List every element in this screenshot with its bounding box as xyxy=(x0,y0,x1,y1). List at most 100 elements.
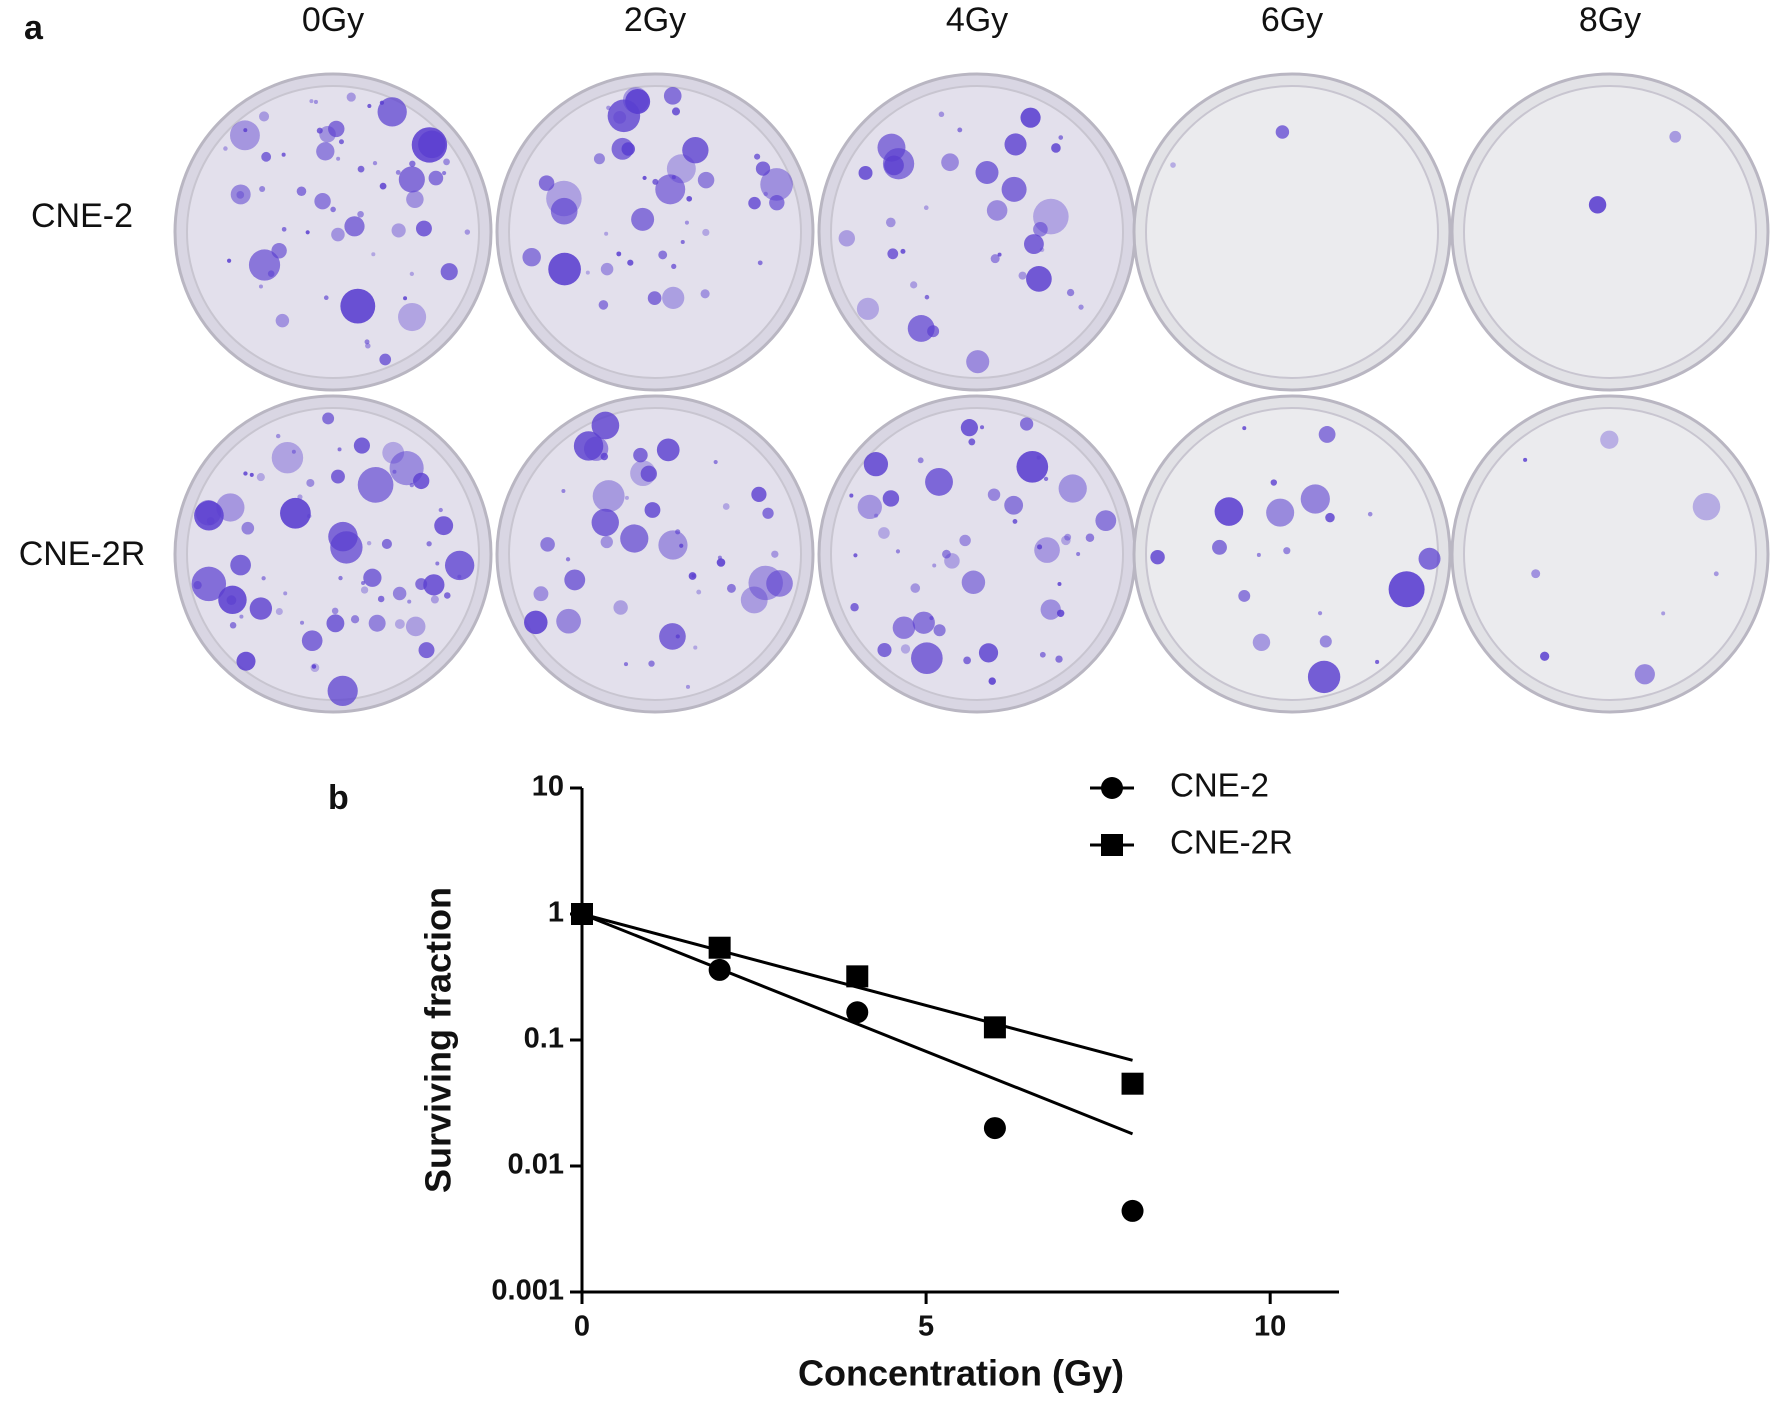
colony xyxy=(1661,611,1666,616)
colony xyxy=(306,478,315,487)
colony xyxy=(316,127,323,134)
colony xyxy=(592,480,625,513)
dish-inner xyxy=(1463,407,1757,701)
x-tick-label: 5 xyxy=(918,1311,934,1343)
colony xyxy=(912,611,935,634)
colony xyxy=(193,580,202,590)
colony xyxy=(1214,497,1244,526)
colony xyxy=(271,243,287,259)
colony xyxy=(900,248,906,254)
colony xyxy=(696,589,702,595)
colony xyxy=(281,152,286,157)
colony xyxy=(323,295,329,301)
colony xyxy=(966,350,990,374)
colony xyxy=(716,558,726,567)
colony xyxy=(606,105,611,111)
colony xyxy=(924,294,930,300)
x-tick-label: 10 xyxy=(1254,1311,1286,1343)
colony xyxy=(338,575,343,581)
colony xyxy=(978,643,999,663)
colony xyxy=(305,230,310,235)
colony xyxy=(428,170,444,186)
colony xyxy=(684,220,689,225)
colony xyxy=(394,619,405,629)
colony xyxy=(283,591,288,596)
colony xyxy=(1634,664,1655,685)
colony xyxy=(621,142,635,156)
colony xyxy=(426,541,432,547)
colony xyxy=(849,493,854,498)
colony xyxy=(1283,547,1291,555)
colony xyxy=(443,158,450,166)
colony xyxy=(607,99,641,133)
colony xyxy=(622,87,649,113)
colony xyxy=(907,315,935,342)
colony xyxy=(1212,539,1227,555)
colony xyxy=(357,165,365,173)
marker xyxy=(708,958,731,981)
colony xyxy=(877,133,906,162)
dish-inner xyxy=(1145,407,1439,701)
colony xyxy=(440,263,458,281)
colony xyxy=(644,502,661,518)
colony xyxy=(1238,590,1251,602)
colony xyxy=(600,452,609,461)
colony xyxy=(1085,533,1095,542)
dish xyxy=(495,394,815,714)
dish xyxy=(1132,72,1452,392)
colony xyxy=(407,599,412,604)
colony xyxy=(573,431,604,461)
panel-label: a xyxy=(24,9,44,47)
colony xyxy=(853,553,858,558)
colony xyxy=(941,153,959,172)
colony xyxy=(620,524,649,553)
colony xyxy=(360,586,369,594)
colony xyxy=(647,291,662,305)
colony xyxy=(1055,655,1063,663)
colony xyxy=(1523,457,1528,462)
colony xyxy=(556,608,581,634)
colony xyxy=(658,250,668,260)
colony xyxy=(444,592,451,599)
colony xyxy=(662,286,685,309)
colony xyxy=(671,175,676,180)
colony xyxy=(379,100,385,105)
colony xyxy=(923,205,929,211)
colony xyxy=(413,472,430,490)
colony xyxy=(336,156,341,161)
colony xyxy=(241,521,255,535)
colony xyxy=(1713,571,1719,577)
colony xyxy=(1270,479,1277,486)
colony xyxy=(350,615,360,624)
colony xyxy=(1033,198,1069,235)
colony xyxy=(438,507,443,513)
colony xyxy=(338,139,344,145)
colony xyxy=(857,494,882,520)
colony xyxy=(382,441,405,464)
dish xyxy=(495,72,815,392)
marker xyxy=(1121,1199,1144,1222)
dish xyxy=(817,394,1137,714)
colony xyxy=(604,231,609,236)
x-axis-title: Concentration (Gy) xyxy=(798,1353,1124,1394)
colony xyxy=(444,550,475,581)
colony xyxy=(281,226,287,232)
colony xyxy=(392,469,397,474)
dose-label: 2Gy xyxy=(624,1,686,39)
colony xyxy=(548,252,581,286)
colony xyxy=(1252,633,1271,652)
colony xyxy=(987,488,1001,501)
dish xyxy=(1450,394,1770,714)
colony xyxy=(600,262,614,276)
colony xyxy=(748,196,761,210)
colony xyxy=(275,313,290,328)
colony xyxy=(330,206,336,213)
colony xyxy=(236,651,256,671)
colony xyxy=(963,656,971,665)
colony xyxy=(409,482,414,488)
y-tick-label: 0.01 xyxy=(508,1149,564,1181)
colony xyxy=(877,642,892,658)
colony xyxy=(331,469,345,484)
colony xyxy=(593,153,605,165)
colony xyxy=(1066,288,1075,297)
